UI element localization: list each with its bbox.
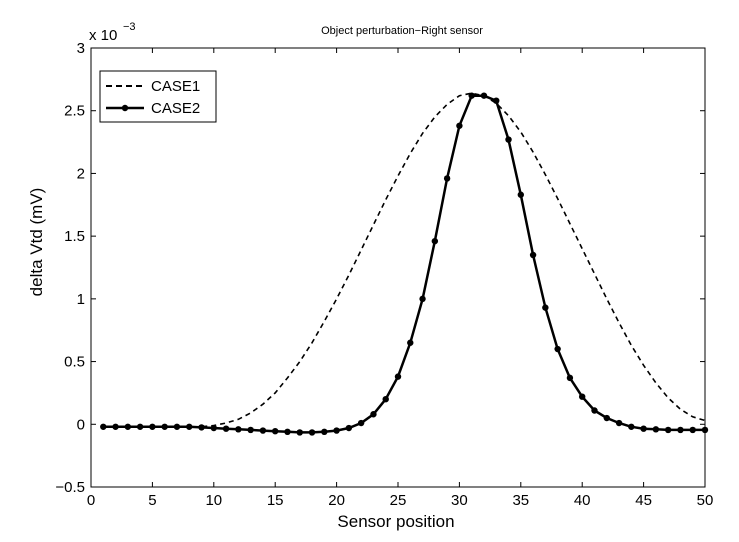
- data-point-case2: [615, 419, 623, 427]
- data-point-case2: [370, 411, 377, 418]
- data-point-case2: [517, 191, 524, 198]
- data-point-case2: [394, 373, 402, 380]
- x-axis: 0 5 10 15 20 25 30 35 40 45 50: [87, 48, 714, 509]
- legend-case2-label: CASE2: [151, 100, 200, 117]
- legend-case1-label: CASE1: [151, 78, 200, 95]
- data-point-case2: [505, 136, 512, 143]
- data-point-case2: [149, 423, 156, 430]
- y-tick-label: 3: [77, 40, 85, 57]
- legend: CASE1 CASE2: [99, 70, 217, 123]
- data-point-case2: [603, 414, 610, 422]
- x-tick-label: 35: [512, 492, 529, 509]
- data-point-case2: [357, 419, 365, 427]
- y-multiplier-exponent: −3: [123, 21, 136, 33]
- y-tick-label: −0.5: [55, 479, 85, 496]
- data-point-case2: [112, 423, 119, 430]
- data-point-case2: [173, 423, 181, 430]
- data-point-case2: [222, 425, 230, 432]
- data-point-case2: [186, 423, 193, 430]
- y-multiplier: x 10 −3: [89, 21, 136, 44]
- data-point-case2: [493, 97, 500, 104]
- data-point-case2: [701, 426, 709, 434]
- data-point-case2: [579, 393, 586, 400]
- data-point-case2: [529, 251, 537, 259]
- data-point-case2: [296, 429, 303, 436]
- y-tick-label: 1: [77, 291, 85, 308]
- data-point-case2: [677, 426, 684, 434]
- data-point-case2: [259, 427, 267, 434]
- data-point-case2: [308, 429, 316, 436]
- data-point-case2: [468, 92, 475, 99]
- data-point-case2: [136, 423, 144, 430]
- data-point-case2: [456, 122, 463, 129]
- chart-title: Object perturbation−Right sensor: [321, 25, 483, 37]
- y-axis-label: delta Vtd (mV): [27, 188, 46, 297]
- data-point-case2: [443, 175, 451, 182]
- data-point-case2: [124, 423, 132, 430]
- data-point-case2: [566, 374, 574, 382]
- data-point-case2: [333, 427, 340, 434]
- data-point-case2: [628, 423, 635, 430]
- data-point-case2: [480, 92, 488, 99]
- y-tick-label: 1.5: [64, 228, 85, 245]
- data-point-case2: [431, 237, 439, 245]
- data-point-case2: [689, 426, 696, 434]
- data-point-case2: [247, 426, 254, 434]
- x-tick-label: 45: [635, 492, 652, 509]
- data-point-case2: [345, 424, 353, 432]
- x-tick-label: 50: [697, 492, 714, 509]
- x-tick-label: 0: [87, 492, 95, 509]
- data-point-case2: [272, 427, 279, 435]
- x-axis-label: Sensor position: [337, 512, 454, 531]
- x-tick-label: 40: [574, 492, 591, 509]
- data-point-case2: [652, 426, 660, 433]
- y-multiplier-base: x 10: [89, 27, 117, 44]
- series-line-case1: [103, 92, 706, 428]
- legend-case2-marker: [121, 104, 129, 112]
- data-point-case2: [407, 339, 414, 346]
- data-point-case2: [284, 428, 291, 436]
- data-point-case2: [100, 423, 107, 430]
- series-layer: [100, 92, 709, 436]
- y-axis: −0.5 0 0.5 1 1.5 2 2.5 3: [55, 40, 705, 496]
- y-tick-label: 0.5: [64, 354, 85, 371]
- data-point-case2: [640, 425, 647, 432]
- y-tick-label: 0: [77, 416, 85, 433]
- x-tick-label: 20: [328, 492, 345, 509]
- y-tick-label: 2: [77, 165, 85, 182]
- data-point-case2: [235, 426, 242, 433]
- data-point-case2: [198, 424, 205, 431]
- data-point-case2: [382, 396, 389, 403]
- series-line-case2: [103, 94, 705, 434]
- y-tick-label: 2.5: [64, 103, 85, 120]
- data-point-case2: [664, 426, 672, 434]
- x-tick-label: 5: [148, 492, 156, 509]
- data-point-case2: [210, 424, 217, 432]
- data-point-case2: [419, 295, 426, 303]
- data-point-case2: [161, 423, 168, 430]
- x-tick-label: 30: [451, 492, 468, 509]
- x-tick-label: 25: [390, 492, 407, 509]
- data-point-case2: [554, 345, 561, 353]
- data-point-case2: [591, 407, 598, 414]
- data-point-case2: [321, 428, 328, 436]
- data-point-case2: [542, 304, 549, 311]
- legend-box: [99, 70, 217, 123]
- x-tick-label: 15: [267, 492, 284, 509]
- x-tick-label: 10: [205, 492, 222, 509]
